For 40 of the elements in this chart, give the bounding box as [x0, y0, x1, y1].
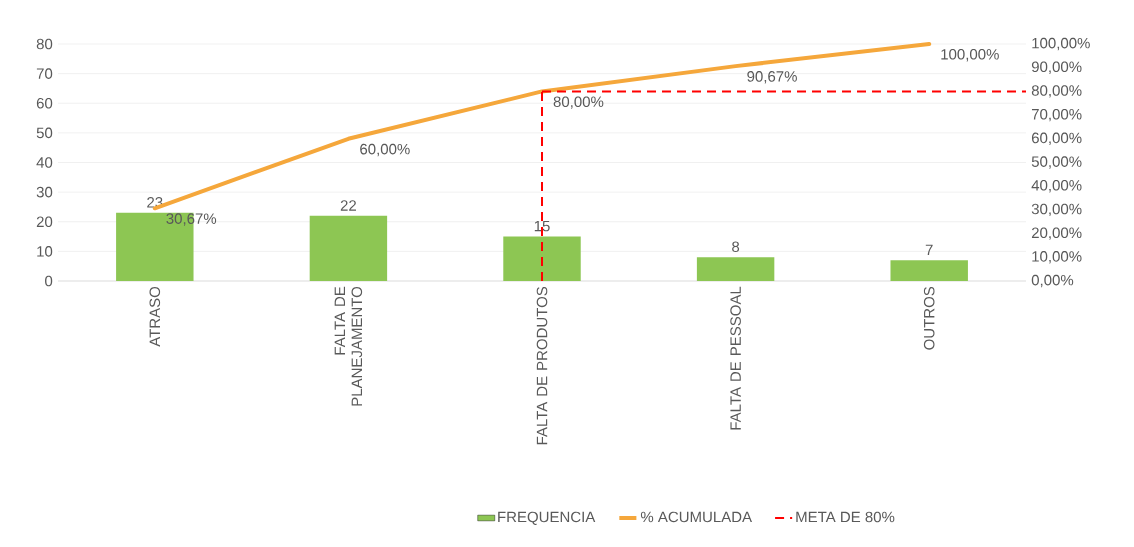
x-tick-label: FALTA DE PESSOAL — [730, 286, 741, 430]
bar — [696, 257, 775, 281]
y2-tick-label: 80,00% — [1031, 85, 1082, 98]
y-tick-label: 0 — [45, 275, 53, 287]
data-label: 7 — [925, 244, 933, 256]
data-label: 90,67% — [747, 71, 797, 84]
bar — [309, 215, 388, 281]
bar — [503, 236, 581, 281]
legend-label: FREQUENCIA — [498, 511, 596, 525]
y2-tick-label: 30,00% — [1031, 203, 1082, 217]
data-label: 60,00% — [360, 143, 410, 157]
x-tick-label: OUTROS — [923, 286, 935, 350]
y2-tick-label: 40,00% — [1031, 180, 1082, 193]
y-tick-label: 20 — [36, 216, 53, 228]
legend-label: % ACUMULADA — [640, 511, 753, 523]
y2-tick-label: 50,00% — [1031, 156, 1082, 169]
y-tick-label: 40 — [36, 157, 53, 168]
y-tick-label: 50 — [36, 127, 53, 139]
data-label: 15 — [534, 220, 550, 232]
data-label: 100,00% — [941, 49, 999, 62]
data-label: 80,00% — [553, 96, 604, 109]
y2-tick-label: 100,00% — [1032, 37, 1090, 51]
bar — [890, 260, 968, 281]
y-tick-label: 10 — [37, 246, 53, 257]
x-tick-label: FALTA DE PLANEJAMENTO — [334, 286, 363, 406]
y2-tick-label: 90,00% — [1031, 61, 1082, 74]
y-tick-label: 70 — [36, 68, 53, 79]
y-tick-label: 30 — [36, 186, 53, 198]
y-tick-label: 60 — [36, 97, 53, 109]
x-tick-label: FALTA DE PRODUTOS — [536, 286, 548, 445]
data-label: 8 — [732, 241, 740, 253]
y2-tick-label: 70,00% — [1031, 108, 1082, 122]
data-label: 22 — [340, 200, 356, 211]
legend-label: META DE 80% — [796, 511, 895, 523]
y-tick-label: 80 — [36, 38, 53, 50]
x-tick-label: ATRASO — [149, 286, 161, 347]
y2-tick-label: 10,00% — [1032, 251, 1082, 264]
y2-tick-label: 20,00% — [1031, 227, 1082, 240]
y2-tick-label: 60,00% — [1031, 132, 1082, 145]
y2-tick-label: 0,00% — [1031, 274, 1074, 288]
